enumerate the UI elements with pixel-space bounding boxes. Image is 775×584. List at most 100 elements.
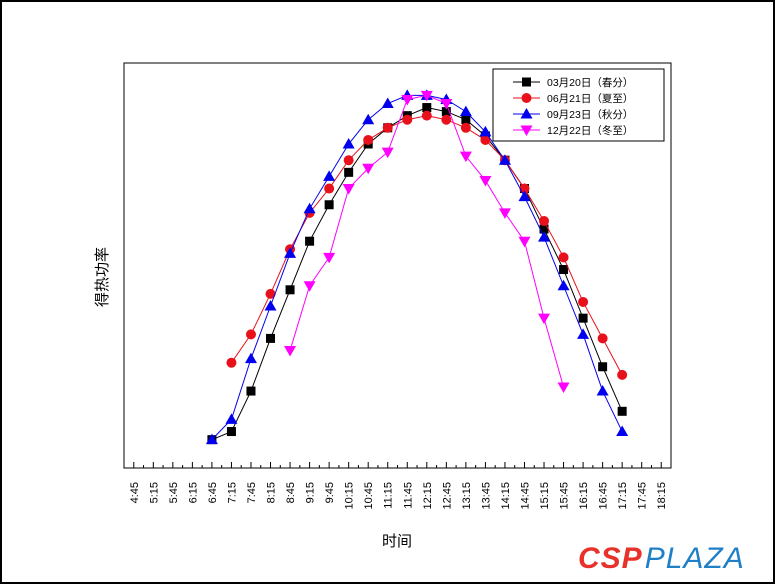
data-point <box>440 99 453 110</box>
series-group <box>284 90 570 393</box>
data-point <box>342 138 355 149</box>
data-point <box>323 170 336 181</box>
x-tick-label: 9:45 <box>324 482 336 503</box>
x-tick-label: 9:15 <box>305 482 317 503</box>
x-tick-label: 5:15 <box>148 482 160 503</box>
data-point <box>597 333 608 344</box>
x-tick-label: 10:45 <box>363 482 375 510</box>
data-point <box>617 369 628 380</box>
data-point <box>521 93 532 103</box>
logo-csp-text: CSP <box>578 542 643 575</box>
data-point <box>381 147 394 159</box>
data-point <box>324 200 334 210</box>
legend-box <box>492 68 665 142</box>
data-point <box>498 208 511 219</box>
data-point <box>324 183 335 194</box>
data-point <box>362 113 375 125</box>
data-point <box>205 433 218 445</box>
x-tick-label: 17:15 <box>617 482 629 510</box>
data-point <box>266 333 276 343</box>
data-point <box>557 382 570 393</box>
data-point <box>559 265 569 275</box>
x-tick-label: 16:45 <box>598 482 610 510</box>
data-point <box>422 103 432 113</box>
x-tick-label: 8:45 <box>285 482 297 503</box>
legend: 03月20日（春分） 06月21日（夏至） 09月23日（秋分） 12月22日（冬至） <box>492 68 665 142</box>
data-point <box>420 90 433 102</box>
data-point <box>479 175 492 187</box>
data-point <box>520 125 533 136</box>
data-point <box>558 252 569 263</box>
data-point <box>596 385 609 396</box>
data-point <box>461 115 471 125</box>
data-point <box>538 231 551 242</box>
data-point <box>245 329 256 340</box>
y-axis-title: 得热功率 <box>94 247 111 307</box>
data-point <box>246 386 256 396</box>
data-point <box>264 300 277 311</box>
legend-label: 12月22日（冬至） <box>547 124 633 137</box>
data-point <box>578 313 588 323</box>
series-layer <box>205 89 629 445</box>
legend-label: 09月23日（秋分） <box>547 108 633 121</box>
data-point <box>616 425 629 437</box>
x-tick-label: 12:45 <box>441 482 453 510</box>
data-point <box>539 224 549 234</box>
data-point <box>402 114 413 125</box>
data-point <box>363 134 374 145</box>
legend-label: 06月21日（夏至） <box>547 93 633 105</box>
x-tick-label: 18:15 <box>656 482 668 510</box>
x-tick-label: 11:45 <box>402 482 414 509</box>
data-point <box>459 105 472 117</box>
data-point <box>539 215 550 226</box>
data-point <box>401 94 414 106</box>
data-point <box>441 107 451 117</box>
x-tick-label: 7:15 <box>226 482 238 503</box>
series-line <box>211 94 623 440</box>
data-point <box>480 134 491 145</box>
data-point <box>284 346 297 357</box>
data-point <box>421 110 432 121</box>
data-point <box>557 279 570 291</box>
x-tick-label: 8:15 <box>266 482 278 503</box>
data-point <box>285 285 295 295</box>
data-point <box>441 114 452 125</box>
x-tick-label: 6:15 <box>187 482 199 503</box>
x-tick-label: 12:15 <box>422 482 434 510</box>
x-tick-label: 6:45 <box>207 482 219 503</box>
data-point <box>226 357 237 368</box>
data-point <box>518 236 531 248</box>
series-group <box>226 110 628 380</box>
x-tick-label: 11:15 <box>383 482 395 509</box>
data-point <box>382 122 393 133</box>
csp-plaza-logo: CSP PLAZA <box>578 542 745 576</box>
legend-label: 03月20日（春分） <box>547 77 633 89</box>
data-point <box>381 97 394 108</box>
data-point <box>598 362 608 372</box>
data-point <box>226 427 236 437</box>
x-tick-label: 5:45 <box>168 482 180 503</box>
data-point <box>343 155 354 166</box>
logo-plaza-text: PLAZA <box>644 542 745 575</box>
series-group <box>207 103 627 445</box>
data-point <box>522 77 531 87</box>
data-point <box>362 163 375 175</box>
data-point <box>284 247 297 258</box>
x-tick-label: 13:15 <box>461 482 473 510</box>
data-point <box>244 352 257 364</box>
data-point <box>265 288 276 299</box>
x-axis-title: 时间 <box>382 533 412 550</box>
data-point <box>305 236 315 246</box>
data-point <box>479 125 492 137</box>
data-point <box>520 108 533 119</box>
x-tick-label: 15:45 <box>559 482 571 510</box>
x-tick-label: 17:45 <box>637 482 649 510</box>
x-tick-label: 14:45 <box>519 482 531 510</box>
x-tick-label: 4:45 <box>129 482 141 503</box>
data-point <box>518 190 531 202</box>
x-tick-label: 15:15 <box>539 482 551 510</box>
x-tick-label: 16:15 <box>578 482 590 510</box>
data-point <box>578 296 589 307</box>
data-point <box>303 202 316 214</box>
